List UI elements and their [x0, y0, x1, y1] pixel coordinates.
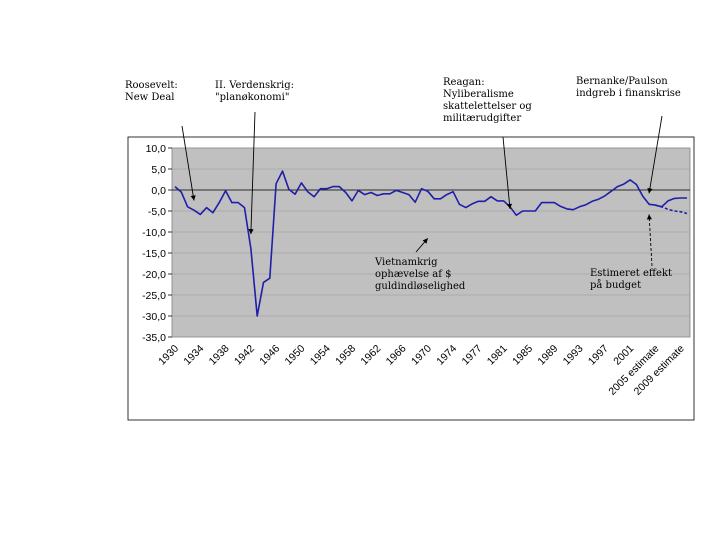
plot-area: [171, 147, 691, 338]
annotation-label: skattelettelser og: [443, 101, 532, 112]
y-tick-label: -30,0: [142, 311, 166, 323]
annotation-arrowheads: [190, 188, 653, 244]
y-tick-label: -25,0: [142, 290, 166, 302]
budget-series-line: [174, 170, 687, 317]
annotation-label: på budget: [590, 279, 641, 291]
y-tick-label: -20,0: [142, 269, 166, 281]
annotation-arrow: [250, 111, 256, 235]
annotation-label: militærudgifter: [443, 113, 521, 124]
annotation-label: indgreb i finanskrise: [576, 88, 681, 99]
y-tick-label: -10,0: [142, 227, 166, 239]
annotation-label: Vietnamkrig: [374, 257, 438, 268]
annotation-label: II. Verdenskrig:: [215, 80, 294, 91]
annotation-label: "planøkonomi": [215, 92, 289, 103]
annotation-label: ophævelse af $: [375, 269, 451, 280]
annotations-layer: Roosevelt:New Deal II. Verdenskrig:"planø…: [125, 76, 681, 292]
arrowhead: [646, 214, 652, 220]
y-axis-ticks: 10,0 5,0 0,0 -5,0 -10,0 -15,0 -20,0 -25,0 -30,0 -…: [142, 143, 172, 344]
arrowhead: [248, 229, 254, 235]
annotation-label: Bernanke/Paulson: [576, 76, 668, 87]
annotation-label: Nyliberalisme: [443, 89, 514, 100]
annotation-label: Estimeret effekt: [590, 268, 672, 279]
annotation-arrow: [502, 136, 511, 209]
arrowhead: [190, 195, 196, 201]
estimate-series-line: [655, 204, 688, 215]
annotation-label: Roosevelt:: [125, 80, 178, 91]
arrowhead: [506, 203, 513, 209]
annotation-arrow: [648, 214, 653, 267]
arrowhead: [647, 188, 653, 194]
y-tick-label: 0,0: [151, 185, 166, 197]
y-tick-label: 10,0: [146, 143, 167, 155]
annotation-arrow: [181, 125, 195, 201]
y-tick-label: -35,0: [142, 332, 166, 344]
annotation-label: guldindløselighed: [375, 281, 466, 292]
annotation-label: New Deal: [125, 92, 175, 103]
gridlines: [172, 147, 690, 338]
series-layer: [174, 170, 688, 317]
y-tick-label: 5,0: [151, 164, 166, 176]
annotation-label: Reagan:: [443, 77, 485, 88]
y-tick-label: -15,0: [142, 248, 166, 260]
annotation-arrow: [648, 115, 663, 194]
arrowhead: [422, 238, 428, 244]
y-tick-label: -5,0: [148, 206, 166, 218]
